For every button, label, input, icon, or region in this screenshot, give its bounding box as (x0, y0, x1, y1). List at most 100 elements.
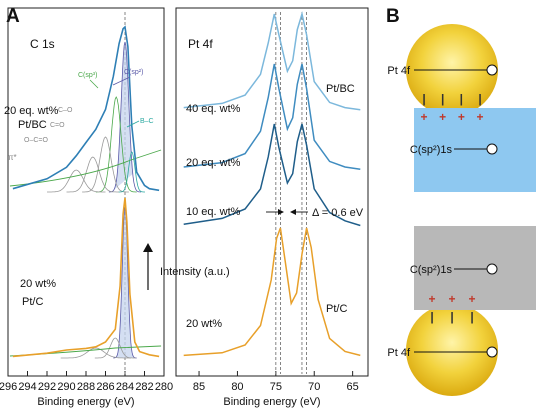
pt4f-x-tick-label: 65 (347, 381, 359, 393)
pt4f-series-40eq (183, 11, 361, 111)
minus-charge: | (470, 310, 473, 324)
delta-shift-marker: Δ = 0.6 eV (266, 207, 364, 219)
annotation-b-c: B–C (140, 118, 154, 125)
pt4f-x-tick-label: 85 (193, 381, 205, 393)
c1s-fit-bc-top (118, 151, 145, 193)
minus-charge: | (422, 92, 425, 106)
annotation-o-c-eq-o: O–C=O (24, 137, 48, 144)
annotation-csp3-pointer (89, 79, 99, 89)
annotation-c-o: C–O (58, 107, 73, 114)
plus-charge: + (458, 110, 465, 124)
annotation-csp3: C(sp³) (78, 72, 97, 79)
c1s-series-pt-bc (12, 25, 160, 192)
pt4f-series-10eq (183, 123, 361, 227)
c1s-x-tick-label: 282 (135, 381, 153, 393)
pt4f-title: Pt 4f (188, 37, 213, 51)
c1s-x-tick-label: 294 (18, 381, 36, 393)
c1s-x-tick-label: 290 (57, 381, 75, 393)
plus-charge: + (428, 292, 435, 306)
bottom-sphere-label: Pt 4f (387, 347, 411, 359)
annotation-csp2: C(sp²) (124, 69, 143, 76)
plus-charge: + (439, 110, 446, 124)
c1s-sample-label-bc-2: Pt/BC (18, 119, 47, 131)
c1s-sample-label-c-2: Pt/C (22, 296, 43, 308)
annotation-c-eq-o: C=O (50, 122, 65, 129)
c1s-fit-co-top (82, 136, 129, 193)
pt4f-sample-pt-bc: Pt/BC (326, 83, 355, 95)
c1s-sp2-fill-top (111, 42, 133, 192)
plus-charge: + (468, 292, 475, 306)
c1s-x-tick-label: 296 (0, 381, 17, 393)
carbon-block-blue (414, 108, 536, 192)
minus-charges-bottom: | | | (430, 310, 473, 324)
panel-a-label: A (6, 6, 20, 27)
pt4f-plot-frame (175, 7, 369, 377)
c1s-x-tick-label: 286 (96, 381, 114, 393)
schematic-bottom: + + + | | | C(sp²)1s Pt 4f (387, 226, 536, 396)
c1s-fit-sp3-top (95, 96, 137, 193)
c1s-x-tick-label: 292 (38, 381, 56, 393)
c1s-panel: C 1s 296 294 292 290 288 286 284 282 280 Binding… (0, 7, 173, 408)
carbon-block-gray (414, 226, 536, 310)
intensity-axis: Intensity (a.u.) (143, 243, 230, 290)
c1s-fit-oceqo-top (47, 169, 106, 193)
c1s-title: C 1s (30, 37, 55, 51)
pt4f-series-ptc (183, 227, 361, 357)
top-block-marker (486, 143, 498, 155)
pt4f-label-40eq: 40 eq. wt% (186, 103, 241, 115)
pt4f-panel: Pt 4f 85 80 75 70 65 Binding energy (eV) 40 … (175, 7, 369, 408)
c1s-x-tick-label: 280 (155, 381, 173, 393)
delta-arrowhead-right (290, 209, 296, 215)
plus-charge: + (420, 110, 427, 124)
schematic-top: | | | | + + + + Pt 4f C(sp²)1s (387, 24, 536, 192)
minus-charge: | (430, 310, 433, 324)
pt4f-label-20wt: 20 wt% (186, 318, 222, 330)
bottom-sphere-marker (486, 346, 498, 358)
top-block-label: C(sp²)1s (410, 144, 453, 156)
c1s-fit-ceqo-top (66, 156, 120, 193)
c1s-fit-components (9, 41, 162, 359)
c1s-fit-sp2-top (108, 41, 142, 193)
annotation-csp2-pointer (112, 76, 131, 86)
c1s-x-tick-label: 288 (77, 381, 95, 393)
c1s-sample-label-bc-1: 20 eq. wt% (4, 105, 59, 117)
minus-charge: | (478, 92, 481, 106)
pt4f-label-10eq: 10 eq. wt% (186, 206, 241, 218)
pt-sphere-bottom (406, 304, 498, 396)
c1s-fit-ceqo-bottom (60, 347, 131, 359)
c1s-background-top (9, 149, 162, 187)
c1s-series-pt-c (12, 197, 160, 358)
plus-charge: + (448, 292, 455, 306)
pt4f-sample-pt-c: Pt/C (326, 303, 347, 315)
annotation-pi-star: π* (8, 153, 17, 162)
bottom-block-marker (486, 263, 498, 275)
minus-charges-top: | | | | (422, 92, 481, 106)
annotation-bc-pointer (126, 120, 140, 128)
minus-charge: | (450, 310, 453, 324)
pt4f-reference-lines (275, 12, 307, 374)
delta-label: Δ = 0.6 eV (312, 207, 364, 219)
intensity-arrow-head (143, 243, 153, 252)
c1s-sample-label-c-1: 20 wt% (20, 278, 56, 290)
plus-charges-top: + + + + (420, 110, 483, 124)
plus-charges-bottom: + + + (428, 292, 475, 306)
delta-arrowhead-left (278, 209, 284, 215)
pt4f-x-tick-label: 75 (270, 381, 282, 393)
c1s-x-axis-label: Binding energy (eV) (37, 396, 134, 408)
intensity-label: Intensity (a.u.) (160, 266, 230, 278)
pt4f-x-tick-label: 70 (308, 381, 320, 393)
pt4f-x-tick-label: 80 (231, 381, 243, 393)
pt4f-x-axis-label: Binding energy (eV) (223, 396, 320, 408)
bottom-block-label: C(sp²)1s (410, 264, 453, 276)
minus-charge: | (441, 92, 444, 106)
pt4f-x-ticks: 85 80 75 70 65 (193, 371, 359, 393)
c1s-sp2-fill-bottom (115, 208, 135, 358)
c1s-x-ticks: 296 294 292 290 288 286 284 282 280 (0, 371, 173, 393)
minus-charge: | (460, 92, 463, 106)
pt4f-label-20eq: 20 eq. wt% (186, 157, 241, 169)
plus-charge: + (476, 110, 483, 124)
top-sphere-marker (486, 64, 498, 76)
pt4f-series-20eq (183, 63, 361, 171)
top-sphere-label: Pt 4f (387, 65, 411, 77)
